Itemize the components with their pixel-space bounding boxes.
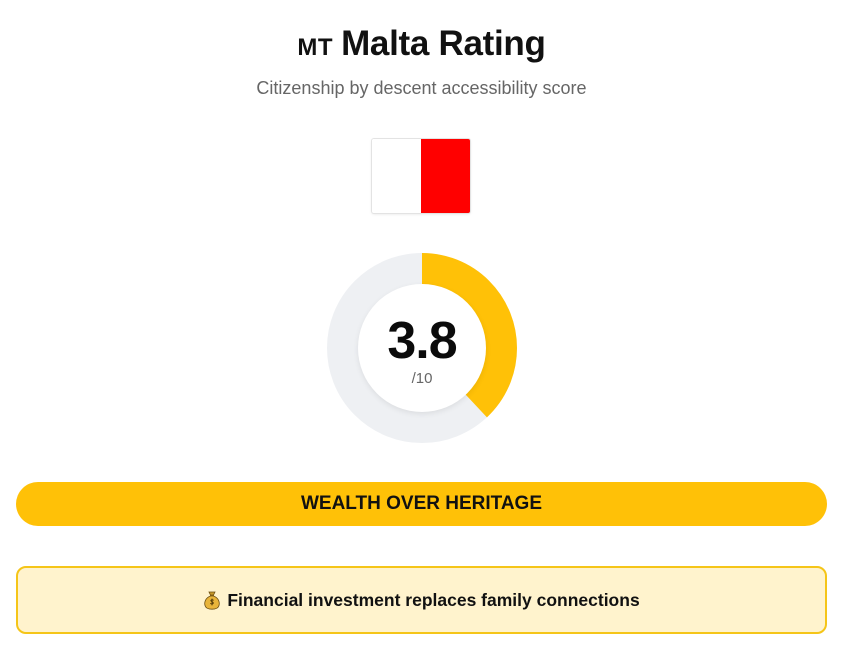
score-max: /10 [411,370,433,387]
flag-white-half [372,139,421,213]
note-text: Financial investment replaces family con… [227,589,640,610]
score-ring-fill [327,253,517,443]
flag-red-half [421,139,470,213]
page-title: MT Malta Rating [0,24,843,64]
money-bag-icon [203,590,221,610]
country-code: MT [297,34,334,61]
score-ring [327,253,517,443]
verdict-banner: WEALTH OVER HERITAGE [16,482,827,526]
score-ring-center [358,284,486,412]
title-text: Malta Rating [341,24,546,63]
score-value: 3.8 [387,312,457,370]
verdict-label: WEALTH OVER HERITAGE [300,493,543,514]
score-gauge: 3.8 /10 [327,253,517,443]
page-subtitle: Citizenship by descent accessibility sco… [256,78,587,98]
note-card: Financial investment replaces family con… [16,566,827,634]
malta-flag-icon [372,139,470,213]
